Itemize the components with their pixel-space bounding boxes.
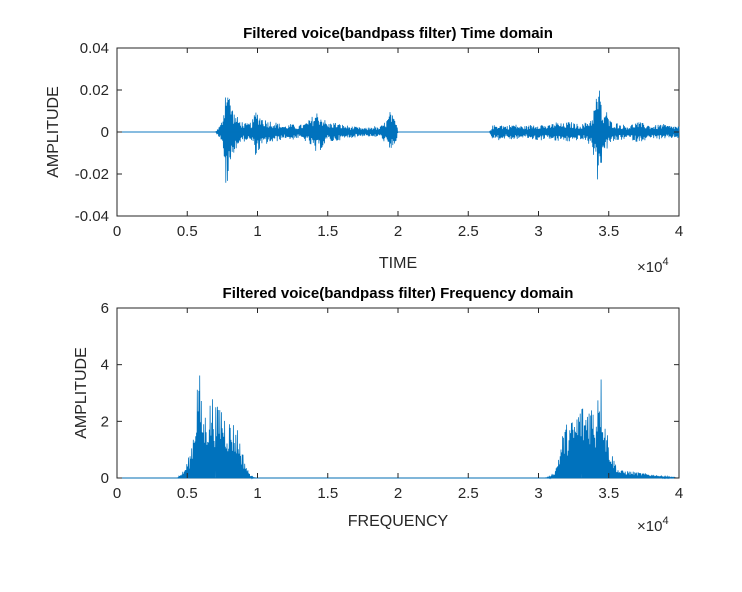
frequency-x-tick-label: 2.5 [458, 485, 479, 502]
time-x-tick-label: 0.5 [177, 223, 198, 240]
frequency-y-tick-label: 0 [101, 470, 109, 487]
frequency-plot-title: Filtered voice(bandpass filter) Frequenc… [223, 285, 574, 302]
time-plot-ylabel: AMPLITUDE [45, 86, 62, 178]
frequency-y-tick-label: 2 [101, 413, 109, 430]
time-x-tick-label: 4 [675, 223, 683, 240]
time-x-tick-label: 2.5 [458, 223, 479, 240]
time-x-tick-label: 0 [113, 223, 121, 240]
frequency-plot-ylabel: AMPLITUDE [73, 347, 90, 439]
frequency-plot-x-multiplier: ×104 [637, 515, 669, 535]
time-plot-x-multiplier: ×104 [637, 256, 669, 276]
time-plot-marks: 0 0.5 1 1.5 2 2.5 3 3.5 4 -0.04 -0.02 0 0.02 0.04 [75, 40, 683, 240]
frequency-y-tick-label: 6 [101, 300, 109, 317]
frequency-x-tick-label: 2 [394, 485, 402, 502]
time-x-tick-label: 3 [534, 223, 542, 240]
frequency-x-tick-label: 1 [253, 485, 261, 502]
frequency-x-tick-label: 3.5 [598, 485, 619, 502]
frequency-x-tick-label: 0 [113, 485, 121, 502]
time-plot-xlabel: TIME [379, 255, 417, 272]
frequency-x-tick-label: 3 [534, 485, 542, 502]
frequency-x-tick-label: 0.5 [177, 485, 198, 502]
time-plot-title: Filtered voice(bandpass filter) Time dom… [243, 25, 553, 42]
frequency-x-tick-label: 4 [675, 485, 683, 502]
time-domain-plot: 0 0.5 1 1.5 2 2.5 3 3.5 4 -0.04 -0.02 0 0.02 0.04 Fil… [45, 25, 683, 276]
time-x-tick-label: 1.5 [317, 223, 338, 240]
frequency-plot-xlabel: FREQUENCY [348, 513, 449, 530]
frequency-plot-marks: 0 0.5 1 1.5 2 2.5 3 3.5 4 0 2 4 6 [101, 300, 684, 502]
time-x-tick-label: 2 [394, 223, 402, 240]
time-x-tick-label: 1 [253, 223, 261, 240]
time-y-tick-label: 0 [101, 124, 109, 141]
time-y-tick-label: -0.02 [75, 166, 109, 183]
time-y-tick-label: 0.04 [80, 40, 109, 57]
time-y-tick-label: 0.02 [80, 82, 109, 99]
time-y-tick-label: -0.04 [75, 208, 109, 225]
time-x-tick-label: 3.5 [598, 223, 619, 240]
frequency-y-tick-label: 4 [101, 357, 109, 374]
frequency-domain-plot: 0 0.5 1 1.5 2 2.5 3 3.5 4 0 2 4 6 Filtered voice(ban… [73, 285, 683, 535]
frequency-x-tick-label: 1.5 [317, 485, 338, 502]
